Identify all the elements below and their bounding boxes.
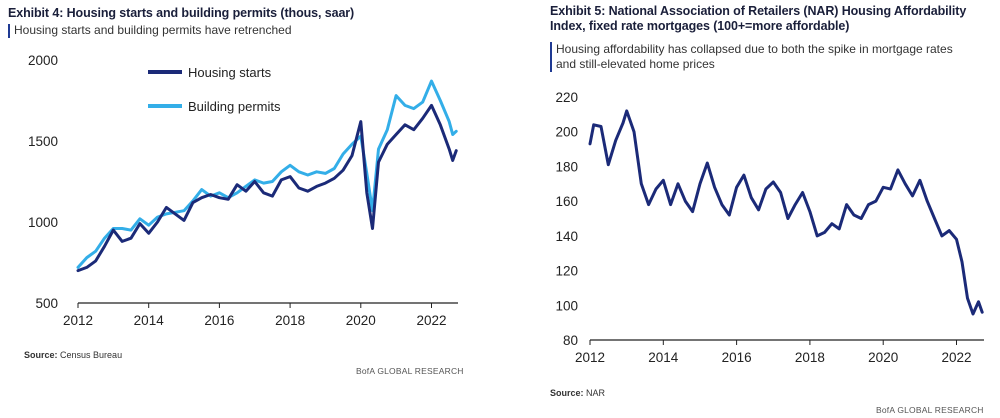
x-tick-label: 2014	[648, 350, 679, 365]
x-tick-label: 2018	[795, 350, 825, 365]
exhibit-5-panel: Exhibit 5: National Association of Retai…	[510, 0, 1000, 418]
exhibit-5-title: Exhibit 5: National Association of Retai…	[550, 4, 1000, 34]
y-tick-label: 80	[563, 333, 578, 348]
x-tick-label: 2014	[134, 313, 165, 328]
housing-starts-permits-chart: 500 1000 1500 2000 2012 2014 2016 2018 2020 2022 H…	[28, 53, 458, 328]
exhibit-4-credit: BofA GLOBAL RESEARCH	[356, 366, 464, 376]
exhibit-4-title: Exhibit 4: Housing starts and building p…	[8, 6, 355, 20]
y-tick-label: 200	[555, 125, 578, 140]
exhibit-4-source: Source: Census Bureau	[24, 350, 122, 360]
exhibit-5-title-line1: Exhibit 5: National Association of Retai…	[550, 4, 967, 18]
exhibit-5-subtitle-line2: and still-elevated home prices	[556, 57, 715, 71]
x-tick-label: 2018	[275, 313, 305, 328]
y-tick-label: 160	[555, 194, 578, 209]
legend-label: Housing starts	[188, 65, 272, 80]
y-tick-label: 180	[555, 159, 578, 174]
y-tick-label: 2000	[28, 53, 58, 68]
exhibit-5-credit: BofA GLOBAL RESEARCH	[876, 405, 984, 415]
exhibit-5-subtitle-line1: Housing affordability has collapsed due …	[556, 42, 953, 56]
series-line-housing-starts	[76, 103, 458, 273]
source-label: Source:	[550, 388, 584, 398]
legend-label: Building permits	[188, 99, 281, 114]
exhibit-5-title-line2: Index, fixed rate mortgages (100+=more a…	[550, 19, 850, 33]
y-tick-label: 120	[555, 264, 578, 279]
source-text: Census Bureau	[60, 350, 123, 360]
x-tick-label: 2022	[416, 313, 446, 328]
series-line-housing-affordability-index	[588, 109, 984, 316]
x-tick-label: 2012	[575, 350, 605, 365]
x-tick-label: 2016	[722, 350, 752, 365]
subtitle-accent-bar	[8, 24, 10, 38]
y-tick-label: 220	[555, 90, 578, 105]
source-label: Source:	[24, 350, 58, 360]
affordability-index-chart: 80 100 120 140 160 180 200 220 2012 2014 2016 2018 2…	[555, 90, 984, 365]
exhibit-5-subtitle: Housing affordability has collapsed due …	[556, 42, 953, 72]
exhibit-5-source: Source: NAR	[550, 388, 605, 398]
source-text: NAR	[586, 388, 606, 398]
x-tick-label: 2022	[941, 350, 971, 365]
exhibit-4-subtitle: Housing starts and building permits have…	[14, 23, 292, 37]
y-tick-label: 140	[555, 229, 578, 244]
x-tick-label: 2020	[346, 313, 376, 328]
x-tick-label: 2016	[204, 313, 234, 328]
subtitle-accent-bar	[550, 42, 552, 72]
y-tick-label: 500	[35, 296, 58, 311]
y-tick-label: 1000	[28, 215, 58, 230]
series-line-building-permits	[76, 79, 458, 269]
exhibit-4-panel: Exhibit 4: Housing starts and building p…	[0, 0, 490, 418]
y-tick-label: 1500	[28, 134, 58, 149]
x-tick-label: 2020	[868, 350, 898, 365]
x-tick-label: 2012	[63, 313, 93, 328]
y-tick-label: 100	[555, 298, 578, 313]
